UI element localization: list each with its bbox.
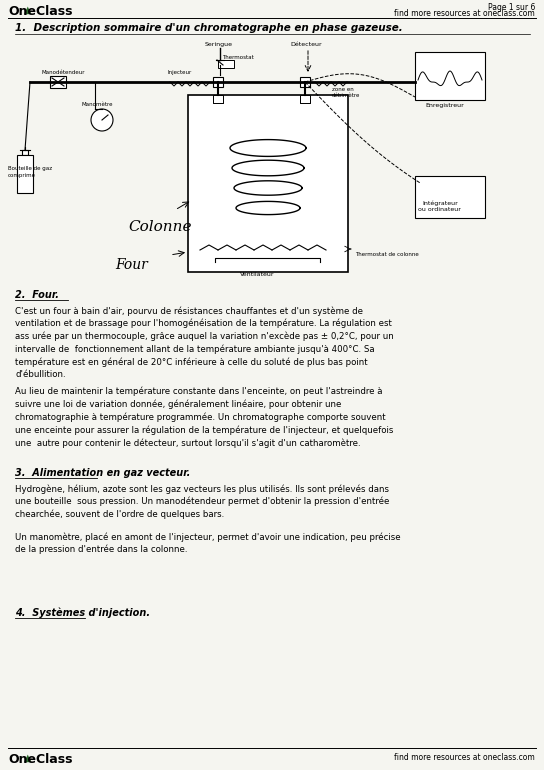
Text: Ventilateur: Ventilateur: [240, 272, 275, 277]
Text: Hydrogène, hélium, azote sont les gaz vecteurs les plus utilisés. Ils sont préle: Hydrogène, hélium, azote sont les gaz ve…: [15, 484, 390, 519]
Bar: [415, 176, 485, 218]
Text: Un manomètre, placé en amont de l'injecteur, permet d'avoir une indication, peu : Un manomètre, placé en amont de l'inject…: [15, 532, 400, 554]
Text: Thermostat: Thermostat: [222, 55, 254, 60]
Text: Colonne: Colonne: [128, 220, 191, 234]
Bar: [300, 77, 310, 87]
Text: ou ordinateur: ou ordinateur: [418, 207, 461, 212]
Text: OneClass: OneClass: [8, 5, 72, 18]
Bar: [218, 60, 234, 68]
Text: Enregistreur: Enregistreur: [425, 103, 463, 108]
Circle shape: [91, 109, 113, 131]
Text: Au lieu de maintenir la température constante dans l'enceinte, on peut l'astrein: Au lieu de maintenir la température cons…: [15, 387, 393, 448]
Text: 4.  Systèmes d'injection.: 4. Systèmes d'injection.: [15, 608, 150, 618]
Text: Bouteille de gaz: Bouteille de gaz: [8, 166, 52, 171]
Bar: [300, 95, 310, 103]
Bar: [188, 95, 348, 272]
Bar: [213, 95, 223, 103]
Text: débimètre: débimètre: [332, 93, 360, 98]
Bar: [415, 52, 485, 100]
Text: zone en: zone en: [332, 87, 354, 92]
Text: comprimé: comprimé: [8, 173, 36, 179]
Bar: [50, 76, 66, 88]
Text: Page 1 sur 6: Page 1 sur 6: [487, 3, 535, 12]
Text: 3.  Alimentation en gaz vecteur.: 3. Alimentation en gaz vecteur.: [15, 468, 190, 478]
Text: ▲: ▲: [24, 753, 32, 763]
Text: find more resources at oneclass.com: find more resources at oneclass.com: [394, 9, 535, 18]
Bar: [213, 95, 223, 103]
Text: ▲: ▲: [24, 5, 32, 15]
Bar: [17, 155, 33, 193]
Text: Four: Four: [115, 258, 148, 272]
Text: Intégrateur: Intégrateur: [422, 200, 458, 206]
Text: Détecteur: Détecteur: [290, 42, 322, 47]
Text: Injecteur: Injecteur: [168, 70, 192, 75]
Text: 1.  Description sommaire d'un chromatographe en phase gazeuse.: 1. Description sommaire d'un chromatogra…: [15, 23, 403, 33]
Bar: [213, 77, 223, 87]
Text: Thermostat de colonne: Thermostat de colonne: [355, 252, 419, 257]
Text: Seringue: Seringue: [205, 42, 233, 47]
Text: find more resources at oneclass.com: find more resources at oneclass.com: [394, 753, 535, 762]
Text: Manodétendeur: Manodétendeur: [42, 70, 85, 75]
Bar: [22, 150, 28, 155]
Text: OneClass: OneClass: [8, 753, 72, 766]
Text: 2.  Four.: 2. Four.: [15, 290, 59, 300]
Text: Manomètre: Manomètre: [82, 102, 114, 107]
Text: C'est un four à bain d'air, pourvu de résistances chauffantes et d'un système de: C'est un four à bain d'air, pourvu de ré…: [15, 306, 394, 379]
Bar: [300, 95, 310, 103]
